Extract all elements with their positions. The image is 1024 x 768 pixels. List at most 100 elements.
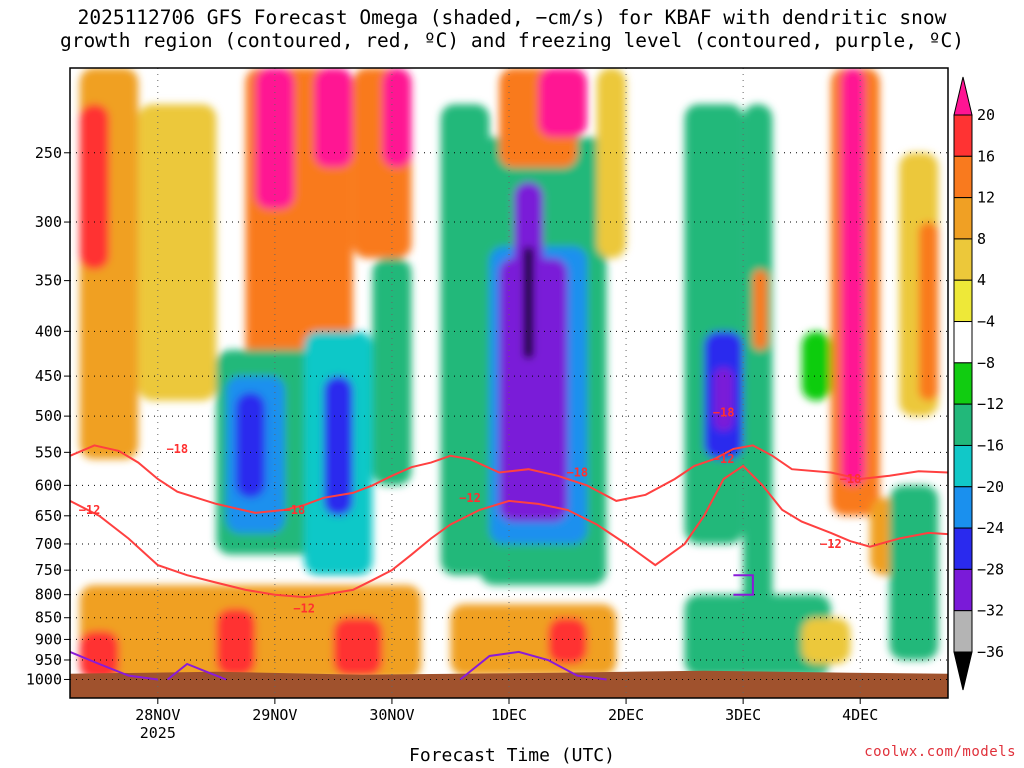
omega-shading — [79, 68, 939, 680]
omega-cell-36 — [333, 617, 383, 676]
colorbar-box-11 — [953, 568, 973, 612]
chart-title: 2025112706 GFS Forecast Omega (shaded, −… — [0, 6, 1024, 52]
contour-line-2 — [70, 650, 158, 681]
omega-cell-5 — [313, 68, 353, 168]
y-tick-label-500: 500 — [35, 407, 62, 425]
contour-label-8: −18 — [840, 472, 862, 486]
colorbar-label-7: −12 — [977, 395, 1004, 413]
y-axis-ticks: 250 300 350 400 450 500 550 600 650 700 750 800 850 9… — [26, 144, 70, 688]
colorbar-box-1 — [953, 155, 973, 199]
contour-label-7: −12 — [713, 452, 735, 466]
colorbar-box-0 — [953, 114, 973, 157]
omega-cell-42 — [889, 485, 939, 660]
omega-cell-30 — [840, 68, 866, 486]
contour-line-3 — [166, 662, 227, 681]
y-tick-label-950: 950 — [35, 651, 62, 669]
x-tick-label-4: 2DEC — [608, 706, 644, 724]
contour-label-6: −18 — [713, 405, 735, 419]
colorbar-label-6: −8 — [977, 354, 995, 372]
y-tick-label-650: 650 — [35, 507, 62, 525]
omega-cell-22 — [596, 68, 627, 259]
contour-line-5 — [733, 574, 754, 596]
colorbar-box-4 — [953, 279, 973, 323]
omega-cell-28 — [801, 331, 831, 401]
terrain-fill — [70, 670, 948, 698]
omega-cell-39 — [684, 594, 831, 676]
omega-cell-7 — [382, 68, 412, 168]
colorbar-box-12 — [953, 610, 973, 653]
colorbar-box-6 — [953, 362, 973, 405]
colorbar-box-8 — [953, 444, 973, 488]
y-tick-label-1000: 1000 — [26, 670, 62, 688]
colorbar-label-0: 20 — [977, 106, 995, 124]
colorbar-box-7 — [953, 403, 973, 446]
x-tick-label-1: 29NOV — [252, 706, 297, 724]
colorbar-label-11: −28 — [977, 560, 1004, 578]
y-tick-label-800: 800 — [35, 586, 62, 604]
y-tick-label-750: 750 — [35, 561, 62, 579]
colorbar-box-3 — [953, 238, 973, 281]
colorbar-box-10 — [953, 527, 973, 570]
x-axis-label: Forecast Time (UTC) — [409, 745, 615, 766]
colorbar-label-13: −36 — [977, 643, 1004, 661]
contour-label-5: −18 — [566, 466, 588, 480]
colorbar-bottom-triangle — [953, 651, 973, 691]
contour-line-1 — [70, 464, 948, 599]
omega-cell-13 — [372, 258, 412, 486]
omega-cell-14 — [440, 104, 490, 576]
contour-labels: −18 −12 −18 −12 −12 −18 −18 −12 −18 −12 — [79, 405, 862, 615]
contour-label-3: −12 — [293, 602, 315, 616]
contour-label-4: −12 — [459, 491, 481, 505]
omega-cell-26 — [743, 104, 773, 640]
colorbar-label-9: −20 — [977, 478, 1004, 496]
y-tick-label-350: 350 — [35, 272, 62, 290]
colorbar-box-5 — [953, 321, 973, 364]
colorbar-label-10: −24 — [977, 519, 1004, 537]
contour-label-1: −12 — [79, 503, 101, 517]
colorbar-label-2: 12 — [977, 189, 995, 207]
title-line-1: 2025112706 GFS Forecast Omega (shaded, −… — [77, 6, 947, 29]
title-line-2: growth region (contoured, red, ºC) and f… — [60, 29, 964, 52]
y-tick-label-900: 900 — [35, 630, 62, 648]
x-tick-label-6: 4DEC — [842, 706, 878, 724]
omega-cell-32 — [918, 222, 939, 401]
y-tick-label-550: 550 — [35, 443, 62, 461]
omega-cell-40 — [801, 617, 851, 664]
omega-cell-35 — [216, 608, 256, 676]
y-tick-label-450: 450 — [35, 367, 62, 385]
contours — [70, 444, 948, 681]
colorbar-label-4: 4 — [977, 271, 986, 289]
colorbar: 20 16 12 8 4 −4 −8 −12 −16 −20 −24 −28 −32 −36 — [953, 76, 1004, 691]
y-tick-label-300: 300 — [35, 213, 62, 231]
colorbar-label-8: −16 — [977, 436, 1004, 454]
contour-line-4 — [459, 650, 607, 681]
grid-lines — [70, 68, 948, 698]
colorbar-label-5: −4 — [977, 313, 995, 331]
contour-label-9: −12 — [820, 537, 842, 551]
omega-cell-19 — [523, 246, 534, 359]
colorbar-box-2 — [953, 197, 973, 240]
y-tick-label-600: 600 — [35, 476, 62, 494]
omega-cell-23 — [684, 104, 744, 544]
colorbar-label-1: 16 — [977, 147, 995, 165]
y-tick-label-850: 850 — [35, 609, 62, 627]
omega-cell-34 — [79, 630, 119, 680]
omega-cell-38 — [548, 617, 588, 664]
colorbar-box-9 — [953, 486, 973, 529]
x-tick-label-3: 1DEC — [491, 706, 527, 724]
omega-cell-12 — [323, 376, 353, 516]
terrain-surface — [70, 670, 948, 698]
y-tick-label-400: 400 — [35, 322, 62, 340]
omega-cell-25 — [713, 367, 734, 432]
credit-link[interactable]: coolwx.com/models — [864, 744, 1016, 760]
x-tick-label-2: 30NOV — [369, 706, 414, 724]
contour-line-0 — [70, 444, 948, 514]
omega-cell-27 — [752, 269, 768, 350]
y-tick-label-700: 700 — [35, 535, 62, 553]
y-tick-label-250: 250 — [35, 144, 62, 162]
colorbar-label-12: −32 — [977, 602, 1004, 620]
contour-label-2: −18 — [284, 503, 306, 517]
omega-cell-10 — [235, 392, 266, 498]
